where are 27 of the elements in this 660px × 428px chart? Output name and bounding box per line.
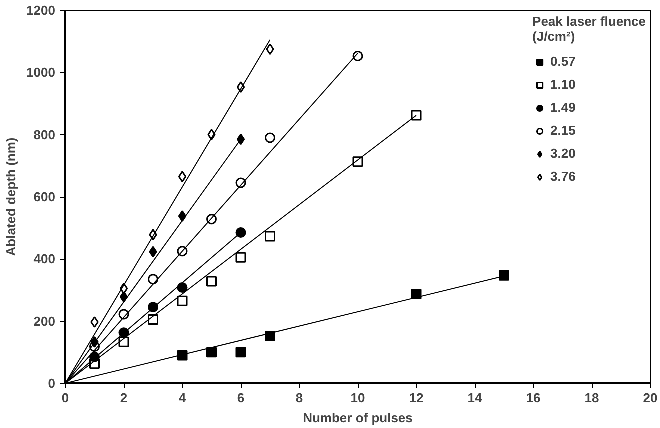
legend-label: 0.57 <box>550 54 576 69</box>
y-tick-label: 400 <box>34 252 56 267</box>
legend-label: 2.15 <box>550 123 576 138</box>
y-tick-label: 1200 <box>26 3 56 18</box>
y-tick-label: 600 <box>34 190 56 204</box>
x-tick-label: 0 <box>62 390 70 406</box>
x-tick-label: 18 <box>584 390 600 406</box>
y-axis-title: Ablated depth (nm) <box>4 138 19 256</box>
legend-label: 1.10 <box>550 77 576 92</box>
x-tick-label: 16 <box>526 390 541 406</box>
x-tick-label: 12 <box>409 390 424 406</box>
legend-label: 3.76 <box>550 169 576 184</box>
legend-label: 3.20 <box>550 146 576 161</box>
x-tick-label: 8 <box>296 390 304 406</box>
x-axis-title: Number of pulses <box>303 410 413 426</box>
x-tick-label: 10 <box>350 390 366 406</box>
x-tick-label: 2 <box>120 390 128 406</box>
x-tick-label: 20 <box>643 390 658 406</box>
y-tick-label: 800 <box>34 127 56 142</box>
legend-label: 1.49 <box>550 100 576 115</box>
x-tick-label: 4 <box>178 390 187 406</box>
x-tick-label: 14 <box>468 390 483 406</box>
y-tick-label: 200 <box>34 314 56 329</box>
x-tick-label: 6 <box>237 390 245 406</box>
y-tick-label: 0 <box>48 376 56 391</box>
y-tick-label: 1000 <box>26 65 56 80</box>
legend-title: Peak laser fluence (J/cm²) <box>532 14 646 44</box>
